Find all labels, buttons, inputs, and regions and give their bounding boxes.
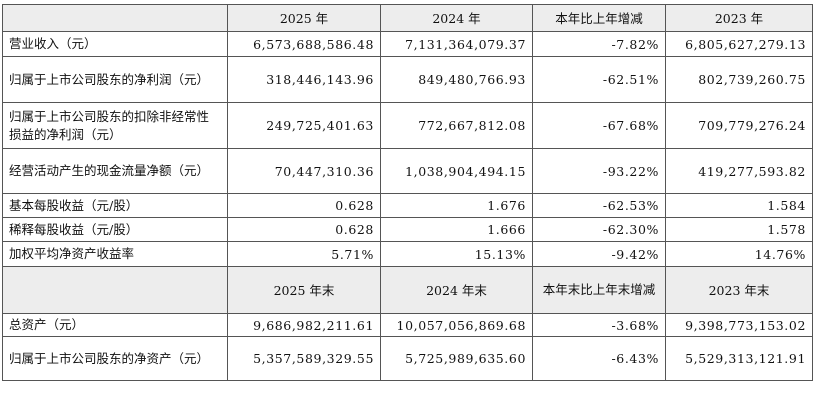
table-row: 稀释每股收益（元/股） 0.628 1.666 -62.30% 1.578 (2, 217, 813, 242)
table-cell: 9,686,982,211.61 (227, 313, 381, 337)
table-row: 经营活动产生的现金流量净额（元） 70,447,310.36 1,038,904… (2, 148, 813, 194)
table-cell: 1.584 (665, 193, 813, 218)
table-row: 归属于上市公司股东的扣除非经常性损益的净利润（元） 249,725,401.63… (2, 102, 813, 149)
table-cell: 802,739,260.75 (665, 56, 813, 103)
table-cell: 772,667,812.08 (380, 102, 533, 149)
table-cell: 249,725,401.63 (227, 102, 381, 149)
financial-summary-table: 2025 年 2024 年 本年比上年增减 2023 年 营业收入（元） 6,5… (2, 4, 813, 381)
table-cell: 15.13% (380, 241, 533, 267)
table-cell: 419,277,593.82 (665, 148, 813, 194)
header-2025-end: 2025 年末 (227, 266, 381, 314)
table-cell: 6,805,627,279.13 (665, 31, 813, 57)
table-cell: 5,725,989,635.60 (380, 336, 533, 381)
header-corner-cell (2, 4, 228, 32)
row-label-roe: 加权平均净资产收益率 (2, 241, 228, 267)
table-cell: 5,529,313,121.91 (665, 336, 813, 381)
table-cell: -62.30% (532, 217, 666, 242)
row-label-basic-eps: 基本每股收益（元/股） (2, 193, 228, 218)
table-row: 总资产（元） 9,686,982,211.61 10,057,056,869.6… (2, 313, 813, 337)
table-cell: 70,447,310.36 (227, 148, 381, 194)
table-cell: 318,446,143.96 (227, 56, 381, 103)
table-cell: 849,480,766.93 (380, 56, 533, 103)
table-cell: 14.76% (665, 241, 813, 267)
table-cell: 6,573,688,586.48 (227, 31, 381, 57)
row-label-net-profit: 归属于上市公司股东的净利润（元） (2, 56, 228, 103)
table-cell: -93.22% (532, 148, 666, 194)
table-cell: -3.68% (532, 313, 666, 337)
table-cell: 5,357,589,329.55 (227, 336, 381, 381)
header-2024: 2024 年 (380, 4, 533, 32)
table-cell: -62.53% (532, 193, 666, 218)
table-cell: 709,779,276.24 (665, 102, 813, 149)
row-label-revenue: 营业收入（元） (2, 31, 228, 57)
header-2023-end: 2023 年末 (665, 266, 813, 314)
table-row: 归属于上市公司股东的净资产（元） 5,357,589,329.55 5,725,… (2, 336, 813, 381)
table-row: 基本每股收益（元/股） 0.628 1.676 -62.53% 1.584 (2, 193, 813, 218)
table-cell: -67.68% (532, 102, 666, 149)
header-yoy-change: 本年比上年增减 (532, 4, 666, 32)
table-cell: 5.71% (227, 241, 381, 267)
table-cell: -62.51% (532, 56, 666, 103)
row-label-diluted-eps: 稀释每股收益（元/股） (2, 217, 228, 242)
table-cell: 0.628 (227, 217, 381, 242)
table-cell: 0.628 (227, 193, 381, 218)
header-2024-end: 2024 年末 (380, 266, 533, 314)
row-label-operating-cash-flow: 经营活动产生的现金流量净额（元） (2, 148, 228, 194)
header-row-year-end: 2025 年末 2024 年末 本年末比上年末增减 2023 年末 (2, 266, 813, 314)
header-2025: 2025 年 (227, 4, 381, 32)
header-2023: 2023 年 (665, 4, 813, 32)
table-row: 归属于上市公司股东的净利润（元） 318,446,143.96 849,480,… (2, 56, 813, 103)
table-cell: -9.42% (532, 241, 666, 267)
row-label-net-profit-deducted: 归属于上市公司股东的扣除非经常性损益的净利润（元） (2, 102, 228, 149)
table-cell: 1.578 (665, 217, 813, 242)
table-cell: 1.666 (380, 217, 533, 242)
table-cell: 1,038,904,494.15 (380, 148, 533, 194)
header-corner-cell (2, 266, 228, 314)
table-cell: 7,131,364,079.37 (380, 31, 533, 57)
table-cell: -6.43% (532, 336, 666, 381)
table-row: 营业收入（元） 6,573,688,586.48 7,131,364,079.3… (2, 31, 813, 57)
table-row: 加权平均净资产收益率 5.71% 15.13% -9.42% 14.76% (2, 241, 813, 267)
table-cell: 1.676 (380, 193, 533, 218)
row-label-total-assets: 总资产（元） (2, 313, 228, 337)
table-cell: 9,398,773,153.02 (665, 313, 813, 337)
header-row-annual: 2025 年 2024 年 本年比上年增减 2023 年 (2, 4, 813, 32)
table-cell: 10,057,056,869.68 (380, 313, 533, 337)
header-year-end-change: 本年末比上年末增减 (532, 266, 666, 314)
row-label-net-assets: 归属于上市公司股东的净资产（元） (2, 336, 228, 381)
table-cell: -7.82% (532, 31, 666, 57)
